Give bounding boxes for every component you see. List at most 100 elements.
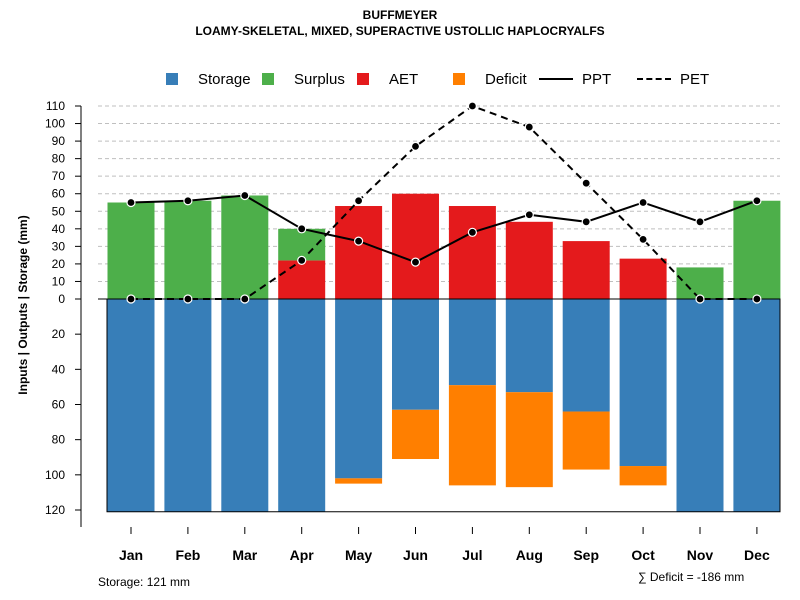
ppt-line-point: [581, 217, 591, 227]
legend-line-ppt: [539, 78, 573, 80]
bar-aet: [505, 221, 553, 299]
bar-storage: [448, 299, 496, 386]
bar-deficit: [562, 411, 610, 470]
x-tick-label: Jul: [462, 547, 482, 563]
pet-line-point: [240, 294, 250, 304]
x-tick-label: Jun: [403, 547, 428, 563]
ppt-line: [130, 194, 758, 264]
bar-storage: [107, 299, 155, 512]
ppt-line-point: [183, 196, 193, 206]
legend-item-storage: Storage: [166, 69, 251, 89]
legend-label-deficit: Deficit: [485, 70, 527, 88]
legend-item-deficit: Deficit: [453, 69, 527, 89]
ppt-line-point: [524, 210, 534, 220]
series-lines: [126, 101, 762, 304]
x-tick-label: Mar: [232, 547, 257, 563]
bar-deficit: [619, 466, 667, 486]
pet-line-point: [183, 294, 193, 304]
legend-label-surplus: Surplus: [294, 70, 345, 88]
legend-item-ppt: PPT: [539, 69, 611, 89]
ppt-line-point: [695, 217, 705, 227]
plot-frame: [98, 298, 781, 513]
y-tick-label: 20: [52, 327, 66, 341]
x-tick-label: Feb: [175, 547, 200, 563]
bar-storage: [619, 299, 667, 467]
bar-surplus: [733, 200, 781, 299]
y-tick-label: 40: [52, 222, 66, 236]
bar-aet: [562, 241, 610, 299]
pet-line-point: [524, 122, 534, 132]
ppt-line-point: [240, 190, 250, 201]
y-tick-label: 110: [46, 99, 65, 113]
bar-deficit: [392, 409, 439, 460]
x-tick-label: May: [345, 547, 372, 563]
ppt-line-point: [126, 197, 136, 208]
bar-deficit: [505, 392, 553, 488]
deficit-note: ∑ Deficit = -186 mm: [638, 570, 745, 584]
bar-deficit: [335, 478, 383, 484]
bar-deficit: [448, 385, 496, 486]
pet-line-point: [410, 141, 421, 151]
y-axis-label: Inputs | Outputs | Storage (mm): [16, 215, 30, 394]
y-tick-label: 80: [52, 433, 66, 447]
bar-aet: [392, 193, 439, 299]
ppt-line-point: [752, 196, 762, 206]
x-tick-label: Dec: [744, 547, 770, 563]
bar-storage: [221, 299, 269, 512]
y-tick-label: 0: [58, 292, 65, 306]
ppt-line-point: [638, 197, 648, 208]
bar-aet: [335, 206, 383, 299]
bar-surplus: [107, 202, 155, 299]
bar-storage: [676, 299, 724, 512]
pet-line-point: [752, 294, 762, 304]
bar-storage: [733, 299, 781, 512]
pet-line-point: [638, 234, 648, 244]
y-tick-label: 120: [45, 503, 65, 517]
legend-label-pet: PET: [680, 70, 710, 88]
legend-label-storage: Storage: [198, 70, 251, 88]
bar-storage: [335, 299, 383, 479]
ppt-line-point: [354, 236, 364, 246]
chart-title: BUFFMEYER: [362, 8, 438, 22]
bar-storage: [164, 299, 212, 512]
y-tick-label: 90: [52, 134, 66, 148]
y-tick-label: 60: [52, 187, 66, 201]
y-tick-label: 70: [52, 169, 66, 183]
pet-line: [131, 104, 757, 300]
y-tick-label: 20: [52, 257, 66, 271]
legend-swatch-deficit: [453, 73, 465, 85]
bar-surplus: [164, 200, 212, 299]
x-tick-label: Nov: [687, 547, 714, 563]
bar-aet: [278, 260, 326, 299]
pet-line-point: [354, 196, 364, 206]
y-tick-label: 100: [45, 117, 65, 131]
bars: [107, 193, 781, 512]
ppt-line-point: [297, 224, 307, 234]
x-tick-label: Oct: [631, 547, 655, 563]
pet-line-point: [126, 294, 136, 304]
bar-aet: [448, 206, 496, 299]
axes: 0 10 20 30 40 50 60 70 80 90 100 110 20 40 60 80 100 120 J…: [45, 99, 770, 563]
pet-line-point: [581, 178, 591, 188]
legend-swatch-surplus: [262, 73, 274, 85]
chart-subtitle: LOAMY-SKELETAL, MIXED, SUPERACTIVE USTOL…: [195, 24, 605, 38]
legend-item-pet: PET: [637, 69, 709, 89]
y-tick-label: 10: [52, 274, 66, 288]
legend-item-surplus: Surplus: [262, 69, 345, 89]
bar-storage: [562, 299, 610, 412]
x-tick-label: Sep: [573, 547, 599, 563]
pet-line-point: [695, 294, 705, 304]
pet-line-point: [297, 255, 307, 265]
legend-label-aet: AET: [389, 70, 419, 88]
bar-surplus: [676, 267, 724, 299]
legend-label-ppt: PPT: [582, 70, 612, 88]
legend-line-pet: [637, 78, 671, 80]
ppt-line-point: [467, 227, 477, 237]
x-tick-label: Aug: [516, 547, 543, 563]
bar-surplus: [221, 195, 269, 299]
legend-swatch-aet: [357, 73, 369, 85]
bar-storage: [505, 299, 553, 393]
y-tick-label: 40: [52, 362, 66, 376]
y-tick-label: 30: [52, 239, 66, 253]
